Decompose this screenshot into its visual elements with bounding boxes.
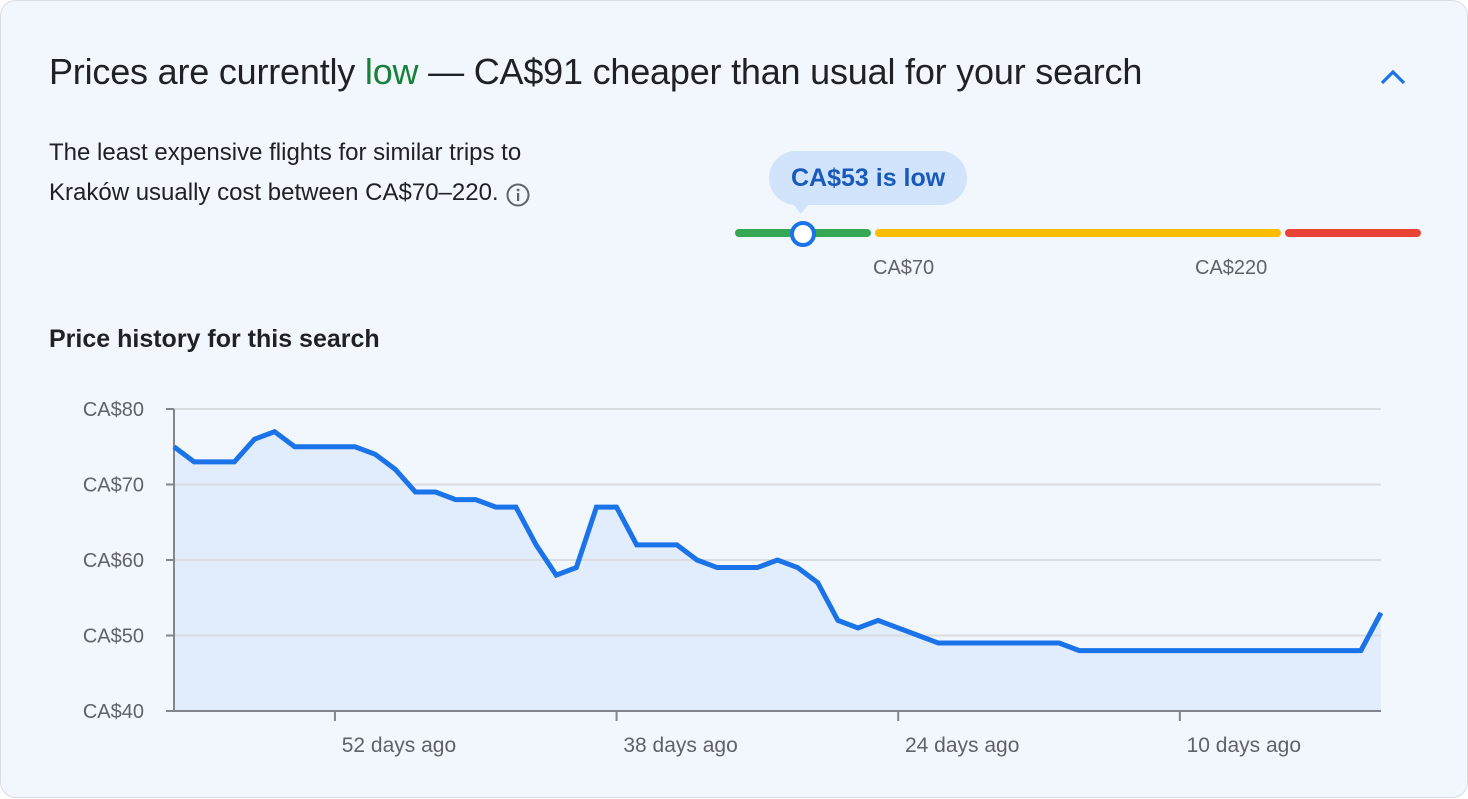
- high-threshold-label: CA$220: [1195, 257, 1268, 279]
- y-tick-label: CA$60: [83, 550, 144, 572]
- x-tick-label: 10 days ago: [1187, 734, 1301, 757]
- chevron-up-icon[interactable]: [1375, 59, 1411, 95]
- x-tick-label: 24 days ago: [905, 734, 1019, 757]
- x-tick-label: 38 days ago: [623, 734, 737, 757]
- area-fill: [174, 431, 1381, 711]
- headline-prefix: Prices are currently: [49, 51, 365, 92]
- headline-suffix: — CA$91 cheaper than usual for your sear…: [418, 51, 1143, 92]
- current-price-marker: [790, 221, 816, 247]
- y-tick-label: CA$40: [83, 701, 144, 723]
- y-tick-label: CA$50: [83, 626, 144, 648]
- x-tick-label: 52 days ago: [342, 734, 456, 757]
- y-tick-label: CA$80: [83, 399, 144, 421]
- price-history-title: Price history for this search: [49, 325, 380, 353]
- price-range-description: The least expensive flights for similar …: [49, 133, 549, 213]
- price-level-word: low: [364, 51, 419, 92]
- y-tick-label: CA$70: [83, 475, 144, 497]
- description-text: The least expensive flights for similar …: [49, 139, 522, 206]
- price-level-headline: Prices are currently low — CA$91 cheaper…: [49, 51, 1142, 93]
- low-threshold-label: CA$70: [873, 257, 935, 279]
- price-line: [172, 428, 1384, 654]
- current-price-tooltip: CA$53 is low: [769, 151, 968, 214]
- typical-range-bar: [875, 229, 1281, 237]
- info-icon[interactable]: [505, 181, 531, 207]
- high-range-bar: [1285, 229, 1421, 237]
